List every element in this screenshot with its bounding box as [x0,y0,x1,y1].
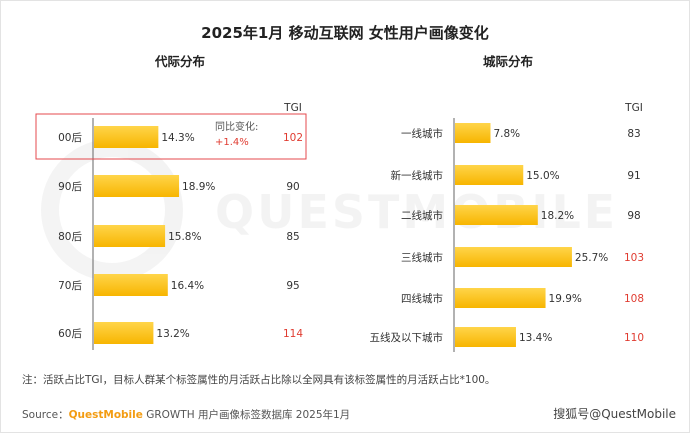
tgi-value: 102 [283,132,303,144]
value-label: 14.3% [161,132,194,144]
bar [94,322,154,344]
source-brand: QuestMobile [69,409,143,421]
value-label: 16.4% [171,280,204,292]
category-label: 三线城市 [401,251,443,264]
tgi-value: 85 [286,231,299,243]
source-rest: GROWTH 用户画像标签数据库 2025年1月 [143,408,350,421]
panel-city-tier: 城际分布 TGI 一线城市 7.8% 83 新一线城市 15.0% 91 二线城市 18.2% 98… [370,54,644,352]
panel-title: 代际分布 [154,54,206,69]
tgi-value: 110 [624,332,644,344]
category-label: 新一线城市 [391,169,444,182]
value-label: 18.9% [182,181,215,193]
bar [455,205,538,225]
credit-text: 搜狐号@QuestMobile [553,406,676,421]
tgi-value: 98 [627,210,640,222]
annotation-value: +1.4% [215,137,249,148]
annotation-label: 同比变化: [215,120,258,133]
tgi-value: 83 [627,128,640,140]
watermark-text: QUESTMOBILE [215,185,618,239]
watermark-logo-ring [41,139,183,281]
tgi-header: TGI [624,102,643,114]
panel-title: 城际分布 [483,54,534,69]
bar [94,126,159,148]
category-label: 70后 [58,280,82,292]
tgi-value: 103 [624,252,644,264]
tgi-value: 108 [624,293,644,305]
bar [455,123,491,143]
bar [94,274,168,296]
source-label: Source： [22,409,69,421]
category-label: 80后 [58,231,82,243]
category-label: 五线及以下城市 [370,331,444,344]
bar [94,175,180,197]
tgi-value: 95 [286,280,299,292]
tgi-value: 91 [627,170,640,182]
value-label: 18.2% [541,210,574,222]
value-label: 25.7% [575,252,608,264]
page-title: 2025年1月 移动互联网 女性用户画像变化 [201,24,489,42]
highlight-box [35,113,307,160]
value-label: 7.8% [493,128,520,140]
tgi-value: 90 [286,181,299,193]
bar [455,288,546,308]
bar [455,165,524,185]
value-label: 19.9% [549,293,582,305]
footnote: 注：活跃占比TGI，目标人群某个标签属性的月活跃占比除以全网具有该标签属性的月活… [22,373,495,386]
bar [455,327,516,347]
category-label: 四线城市 [401,292,443,305]
source-line: Source：QuestMobile GROWTH 用户画像标签数据库 2025… [22,408,350,421]
bar [455,247,572,267]
panel-generation: 代际分布 TGI 00后 14.3% 102 90后 18.9% 90 80后 15.8% 85 70… [35,54,307,350]
bar [94,225,166,247]
category-label: 00后 [58,132,82,144]
value-label: 13.2% [156,328,189,340]
value-label: 15.0% [526,170,559,182]
tgi-value: 114 [283,328,303,340]
category-label: 一线城市 [401,127,443,140]
value-label: 15.8% [168,231,201,243]
tgi-header: TGI [283,102,302,114]
value-label: 13.4% [519,332,552,344]
category-label: 60后 [58,328,82,340]
category-label: 二线城市 [401,209,443,222]
category-label: 90后 [58,181,82,193]
